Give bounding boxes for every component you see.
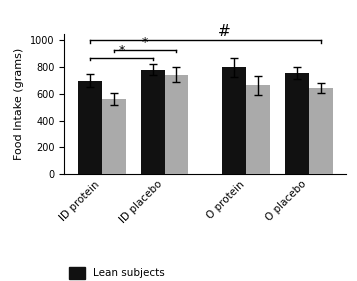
Bar [309, 88, 332, 174]
Bar [141, 70, 165, 174]
Bar [165, 74, 188, 174]
Text: #: # [218, 24, 231, 39]
Text: *: * [118, 44, 125, 57]
Legend: Lean subjects, Obese subjects: Lean subjects, Obese subjects [70, 267, 173, 281]
Text: *: * [142, 36, 148, 49]
Bar [285, 72, 309, 174]
Y-axis label: Food Intake (grams): Food Intake (grams) [15, 48, 25, 160]
Bar [222, 67, 246, 174]
Bar [246, 85, 270, 174]
Bar [102, 99, 126, 174]
Bar [78, 81, 102, 174]
